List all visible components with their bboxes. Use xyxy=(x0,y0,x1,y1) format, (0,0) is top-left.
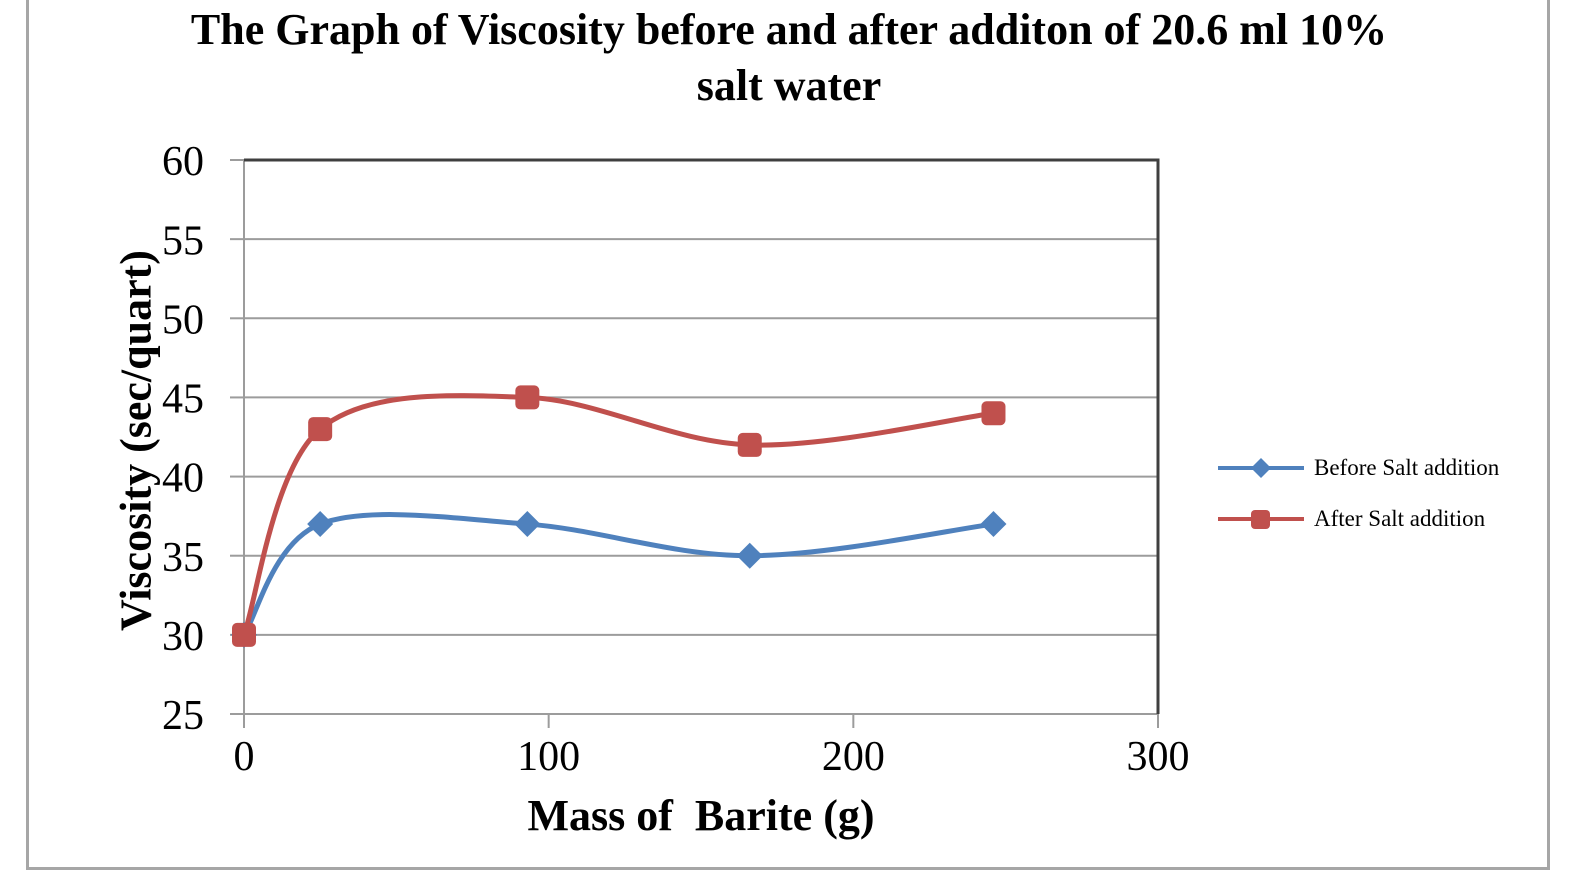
x-tick-label-300: 300 xyxy=(1127,734,1190,780)
marker-diamond-0-2 xyxy=(514,511,541,538)
legend: Before Salt addition After Salt addition xyxy=(1216,455,1499,557)
plot-border xyxy=(244,158,1160,714)
marker-square-1-0 xyxy=(232,622,256,647)
x-axis-title: Mass of Barite (g) xyxy=(527,791,875,840)
chart-outer-border xyxy=(26,0,1550,870)
y-tick-label-35: 35 xyxy=(162,535,204,581)
chart-title: The Graph of Viscosity before and after … xyxy=(27,2,1551,115)
y-tick-label-50: 50 xyxy=(162,297,204,343)
y-tick-label-55: 55 xyxy=(162,218,204,264)
x-tick-label-200: 200 xyxy=(822,734,885,780)
marker-square-1-3 xyxy=(737,432,762,457)
legend-swatch-square-icon xyxy=(1218,510,1304,529)
marker-square-1-1 xyxy=(308,417,333,442)
y-tick-label-40: 40 xyxy=(162,456,204,502)
marker-diamond-0-1 xyxy=(307,511,334,538)
marker-square-1-4 xyxy=(981,401,1006,426)
legend-label-before-salt: Before Salt addition xyxy=(1314,455,1500,480)
chart-title-line2: salt water xyxy=(696,61,882,111)
y-tick-label-25: 25 xyxy=(162,693,204,739)
legend-item-after-salt: After Salt addition xyxy=(1216,506,1499,532)
marker-diamond-0-4 xyxy=(980,511,1007,538)
marker-diamond-0-3 xyxy=(736,542,763,569)
marker-square-1-2 xyxy=(515,385,540,410)
legend-label-after-salt: After Salt addition xyxy=(1314,506,1486,531)
chart-title-line1: The Graph of Viscosity before and after … xyxy=(190,5,1388,54)
legend-item-before-salt: Before Salt addition xyxy=(1216,455,1499,481)
x-tick-label-100: 100 xyxy=(517,734,580,780)
x-tick-label-0: 0 xyxy=(234,734,255,780)
y-tick-label-60: 60 xyxy=(162,139,204,185)
series-line-0 xyxy=(241,512,996,638)
y-tick-label-45: 45 xyxy=(162,377,204,423)
legend-swatch-diamond-icon xyxy=(1218,458,1304,478)
y-tick-label-30: 30 xyxy=(162,614,204,660)
y-axis-title: Viscosity (sec/quart) xyxy=(111,250,161,631)
